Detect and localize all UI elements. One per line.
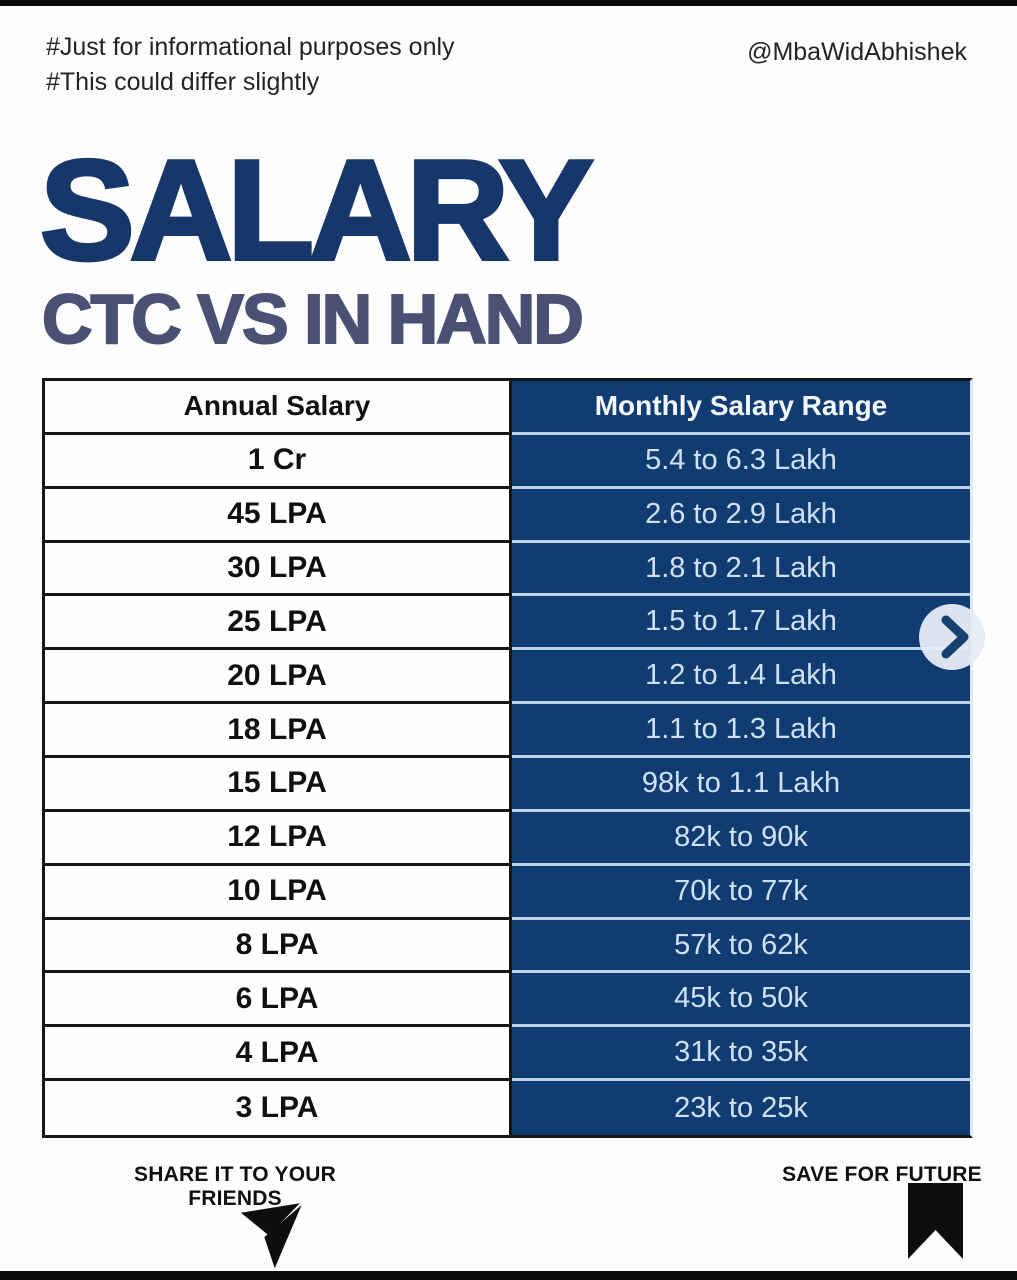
monthly-range-cell: 70k to 77k xyxy=(512,865,970,920)
annual-salary-cell: 30 LPA xyxy=(45,542,512,597)
table-row: 25 LPA 1.5 to 1.7 Lakh xyxy=(45,596,970,651)
monthly-range-cell: 45k to 50k xyxy=(512,973,970,1028)
table-row: 20 LPA 1.2 to 1.4 Lakh xyxy=(45,650,970,705)
table-row: 15 LPA 98k to 1.1 Lakh xyxy=(45,758,970,812)
paper-plane-icon[interactable] xyxy=(233,1192,313,1270)
bottom-border-bar xyxy=(0,1271,1017,1280)
monthly-range-cell: 57k to 62k xyxy=(512,919,970,974)
monthly-range-cell: 1.8 to 2.1 Lakh xyxy=(512,542,970,597)
page-title: SALARY xyxy=(38,131,596,290)
column-header-monthly-range: Monthly Salary Range xyxy=(512,381,970,435)
column-header-annual-salary: Annual Salary xyxy=(45,381,512,435)
next-button[interactable] xyxy=(919,604,985,670)
hashtag-disclaimer: #Just for informational purposes only #T… xyxy=(46,30,455,100)
table-header-row: Annual Salary Monthly Salary Range xyxy=(45,381,970,435)
annual-salary-cell: 12 LPA xyxy=(45,811,512,866)
page-subtitle: CTC VS IN HAND xyxy=(41,280,585,358)
table-row: 3 LPA 23k to 25k xyxy=(45,1081,970,1136)
table-row: 18 LPA 1.1 to 1.3 Lakh xyxy=(45,704,970,759)
author-handle: @MbaWidAbhishek xyxy=(747,38,967,66)
monthly-range-cell: 1.2 to 1.4 Lakh xyxy=(512,650,970,705)
annual-salary-cell: 15 LPA xyxy=(45,758,512,812)
table-row: 1 Cr 5.4 to 6.3 Lakh xyxy=(45,434,970,489)
annual-salary-cell: 4 LPA xyxy=(45,1027,512,1082)
annual-salary-cell: 25 LPA xyxy=(45,596,512,651)
table-row: 4 LPA 31k to 35k xyxy=(45,1027,970,1082)
salary-table: Annual Salary Monthly Salary Range 1 Cr 5… xyxy=(42,378,973,1138)
annual-salary-cell: 10 LPA xyxy=(45,865,512,920)
top-border-bar xyxy=(0,0,1017,6)
monthly-range-cell: 82k to 90k xyxy=(512,811,970,866)
annual-salary-cell: 1 Cr xyxy=(45,434,512,489)
annual-salary-cell: 45 LPA xyxy=(45,488,512,543)
annual-salary-cell: 3 LPA xyxy=(45,1081,512,1136)
table-row: 12 LPA 82k to 90k xyxy=(45,811,970,866)
monthly-range-cell: 1.1 to 1.3 Lakh xyxy=(512,704,970,759)
table-row: 6 LPA 45k to 50k xyxy=(45,973,970,1028)
table-row: 10 LPA 70k to 77k xyxy=(45,865,970,920)
annual-salary-cell: 20 LPA xyxy=(45,650,512,705)
share-label: SHARE IT TO YOUR FRIENDS xyxy=(134,1163,336,1210)
hashtag-line-1: #Just for informational purposes only xyxy=(46,33,455,61)
annual-salary-cell: 8 LPA xyxy=(45,919,512,974)
monthly-range-cell: 1.5 to 1.7 Lakh xyxy=(512,596,970,651)
save-label: SAVE FOR FUTURE xyxy=(782,1163,982,1186)
hashtag-line-2: #This could differ slightly xyxy=(46,68,320,96)
monthly-range-cell: 31k to 35k xyxy=(512,1027,970,1082)
monthly-range-cell: 5.4 to 6.3 Lakh xyxy=(512,434,970,489)
chevron-right-icon xyxy=(941,615,969,659)
annual-salary-cell: 6 LPA xyxy=(45,973,512,1028)
table-row: 45 LPA 2.6 to 2.9 Lakh xyxy=(45,488,970,543)
annual-salary-cell: 18 LPA xyxy=(45,704,512,759)
monthly-range-cell: 98k to 1.1 Lakh xyxy=(512,758,970,812)
table-row: 30 LPA 1.8 to 2.1 Lakh xyxy=(45,542,970,597)
table-row: 8 LPA 57k to 62k xyxy=(45,919,970,974)
bookmark-icon[interactable] xyxy=(908,1183,963,1259)
monthly-range-cell: 23k to 25k xyxy=(512,1081,970,1136)
monthly-range-cell: 2.6 to 2.9 Lakh xyxy=(512,488,970,543)
